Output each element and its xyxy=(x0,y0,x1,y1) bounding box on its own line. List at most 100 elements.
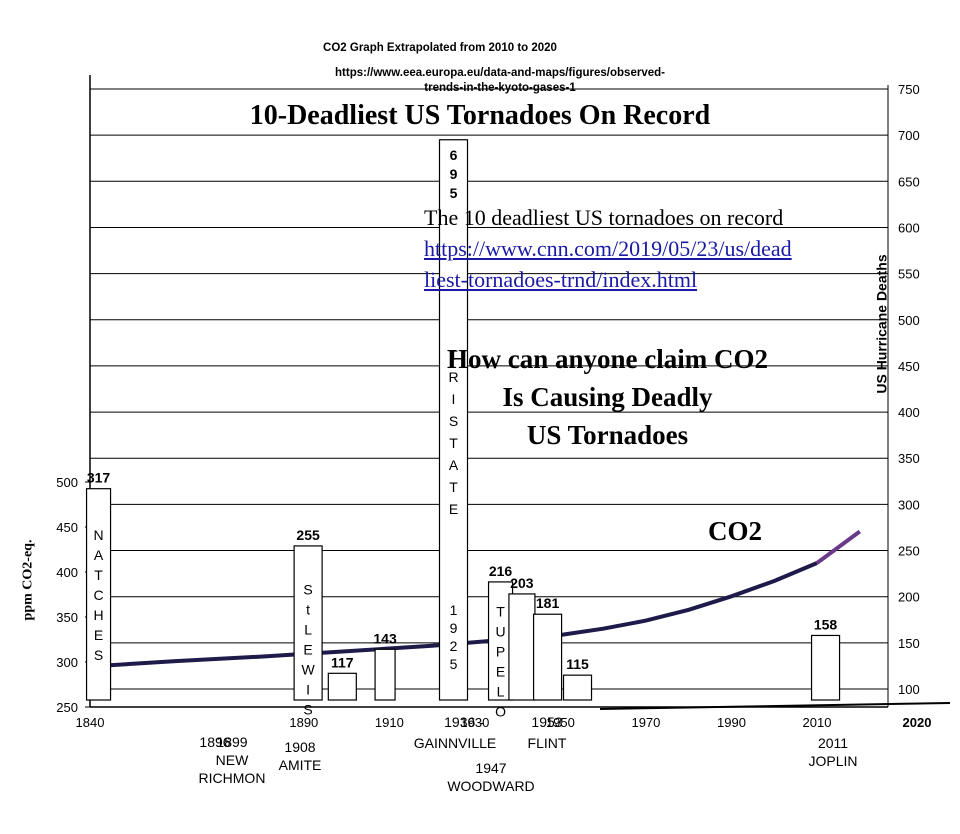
source-url-line1: https://www.eea.europa.eu/data-and-maps/… xyxy=(335,67,665,79)
tornado-bar xyxy=(438,139,469,701)
claim-line2: Is Causing Deadly xyxy=(502,382,713,412)
left-tick-label: 450 xyxy=(56,520,78,535)
co2-extrapolated-line xyxy=(815,529,861,565)
bar-vertical-letter: T xyxy=(449,435,458,451)
bar-vertical-letter: C xyxy=(93,587,103,603)
right-tick-label: 250 xyxy=(898,544,920,559)
event-year-label: 1947 xyxy=(475,760,506,776)
x-tick-label: 1950 xyxy=(546,715,575,730)
bar-vertical-letter: E xyxy=(303,641,312,657)
left-tick-label: 300 xyxy=(56,655,78,670)
right-tick-label: 450 xyxy=(898,359,920,374)
tornado-bar xyxy=(327,672,357,701)
co2-series-label: CO2 xyxy=(708,516,762,546)
bar-value-label: 203 xyxy=(510,575,534,591)
bar-vertical-letter: I xyxy=(306,681,310,697)
note-text: The 10 deadliest US tornadoes on record xyxy=(424,205,784,230)
event-name-label: JOPLIN xyxy=(808,753,857,769)
bar-vertical-letter: L xyxy=(497,684,505,700)
right-tick-label: 600 xyxy=(898,220,920,235)
tornado-bar xyxy=(532,613,563,701)
bar-year-digit: 9 xyxy=(450,620,458,636)
event-year-label: 1899 xyxy=(216,734,247,750)
bar-year-digit: 2 xyxy=(450,638,458,654)
event-name-label: NEW xyxy=(216,752,249,768)
right-tick-label: 350 xyxy=(898,451,920,466)
claim-text: How can anyone claim CO2 Is Causing Dead… xyxy=(380,340,835,454)
bar-vertical-letter: t xyxy=(306,601,310,617)
bar-value-label: 9 xyxy=(450,166,458,182)
bar-vertical-letter: E xyxy=(496,664,505,680)
source-url-line2: trends-in-the-kyoto-gases-1 xyxy=(424,82,576,94)
right-tick-label: 550 xyxy=(898,267,920,282)
left-tick-label: 400 xyxy=(56,565,78,580)
bar-vertical-letter: U xyxy=(495,624,505,640)
event-year-label: 1908 xyxy=(284,739,315,755)
bar-vertical-letter: R xyxy=(448,369,458,385)
tornado-bar xyxy=(508,593,536,701)
x-tick-label: 1930 xyxy=(460,715,489,730)
right-tick-label: 500 xyxy=(898,313,920,328)
bar-vertical-letter: S xyxy=(303,581,312,597)
bar-value-label: 216 xyxy=(489,563,513,579)
event-name-label: RICHMON xyxy=(199,770,266,786)
right-tick-label: 150 xyxy=(898,636,920,651)
bar-value-label: 143 xyxy=(373,630,397,646)
tornado-bar xyxy=(293,545,323,701)
x-tick-label: 2020 xyxy=(903,715,932,730)
bar-vertical-letter: A xyxy=(449,457,459,473)
bar-vertical-letter: P xyxy=(496,644,505,660)
bar-value-label: 6 xyxy=(450,147,458,163)
source-note: The 10 deadliest US tornadoes on record … xyxy=(424,202,884,295)
bar-vertical-letter: L xyxy=(304,621,312,637)
left-tick-label: 250 xyxy=(56,700,78,715)
x-tick-label: 1990 xyxy=(717,715,746,730)
bar-vertical-letter: T xyxy=(94,567,103,583)
right-tick-label: 200 xyxy=(898,590,920,605)
bar-vertical-letter: A xyxy=(94,547,104,563)
right-tick-label: 700 xyxy=(898,128,920,143)
bar-vertical-letter: H xyxy=(93,607,103,623)
chart-title: 10-Deadliest US Tornadoes On Record xyxy=(249,100,711,131)
tornado-bar xyxy=(374,648,396,701)
event-name-label: FLINT xyxy=(528,735,567,751)
bar-vertical-letter: T xyxy=(449,479,458,495)
bar-value-label: 255 xyxy=(296,527,320,543)
bar-vertical-letter: E xyxy=(449,501,458,517)
bar-vertical-letter: T xyxy=(449,347,458,363)
event-year-label: 1936 - xyxy=(444,714,484,730)
x-tick-label: 1840 xyxy=(76,715,105,730)
x-tick-label: 1890 xyxy=(289,715,318,730)
left-axis-label: ppm CO2-eq. xyxy=(20,539,36,621)
baseline-line xyxy=(599,702,951,710)
right-tick-label: 750 xyxy=(898,82,920,97)
tornado-bar xyxy=(85,488,112,701)
event-name-label: WOODWARD xyxy=(447,778,534,794)
right-tick-label: 100 xyxy=(898,682,920,697)
bar-vertical-letter: I xyxy=(452,391,456,407)
bar-vertical-letter: W xyxy=(301,661,315,677)
left-tick-label: 350 xyxy=(56,610,78,625)
event-year-label: 2011 xyxy=(818,735,848,751)
bar-value-label: 117 xyxy=(331,654,354,670)
tornado-bar xyxy=(810,634,841,701)
bar-value-label: 115 xyxy=(566,656,589,672)
event-name-label: GAINNVILLE xyxy=(414,735,496,751)
claim-line1: How can anyone claim CO2 xyxy=(447,344,768,374)
event-year-label: 1953 xyxy=(531,714,562,730)
right-tick-label: 300 xyxy=(898,497,920,512)
x-tick-label: 1910 xyxy=(375,715,404,730)
bar-value-label: 158 xyxy=(814,616,838,632)
right-tick-label: 650 xyxy=(898,174,920,189)
bar-vertical-letter: S xyxy=(303,701,312,717)
bar-value-label: 181 xyxy=(536,595,560,611)
event-year-label: 1896 xyxy=(199,734,230,750)
cnn-link-line2[interactable]: liest-tornadoes-trnd/index.html xyxy=(424,267,698,292)
event-name-label: AMITE xyxy=(279,757,322,773)
bar-vertical-letter: N xyxy=(93,527,103,543)
bar-value-label: 317 xyxy=(87,470,111,486)
bar-vertical-letter: T xyxy=(496,604,505,620)
left-tick-label: 500 xyxy=(56,475,78,490)
cnn-link-line1[interactable]: https://www.cnn.com/2019/05/23/us/dead xyxy=(424,236,792,261)
